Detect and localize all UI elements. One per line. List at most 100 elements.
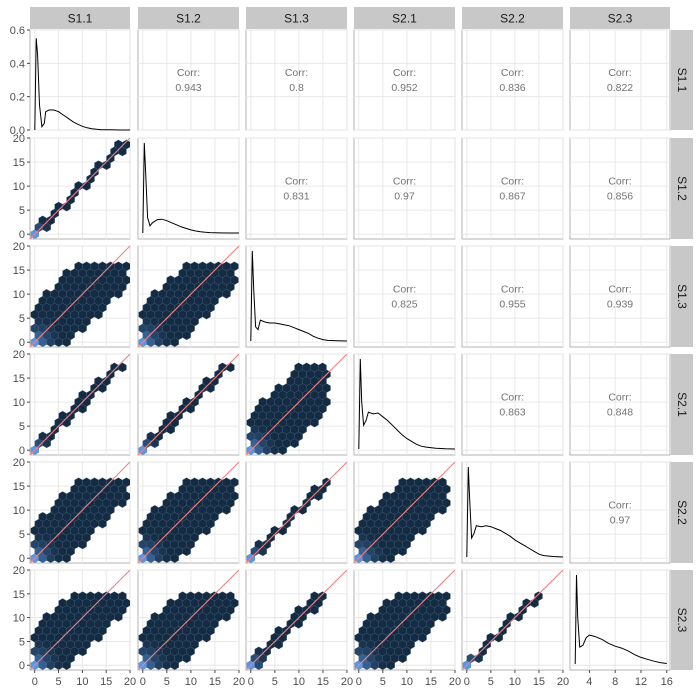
correlation-panel: Corr: 0.848 [570, 353, 670, 455]
hexbin-cells [138, 591, 239, 670]
correlation-label: Corr: [608, 176, 631, 188]
correlation-value: 0.8 [289, 82, 304, 94]
identity-line [138, 246, 239, 347]
density-line [466, 466, 564, 558]
hexbin-cell [318, 362, 327, 373]
y-tick-label: 15 [13, 265, 25, 277]
hexbin-cell [122, 261, 130, 272]
density-panel [138, 137, 240, 239]
correlation-panel: Corr: 0.8 [246, 29, 348, 131]
row-strip [671, 462, 693, 563]
column-strip-label: S1.3 [284, 12, 309, 26]
y-tick-label: 0.4 [10, 58, 25, 70]
x-tick-label: 10 [509, 676, 521, 688]
identity-line [138, 570, 239, 670]
x-tick-label: 15 [317, 676, 329, 688]
x-tick-label: 0 [248, 676, 254, 688]
hexbin-cell [122, 477, 130, 488]
correlation-value: 0.939 [607, 299, 633, 311]
hexbin-panel [30, 461, 131, 563]
correlation-panel: Corr: 0.863 [462, 353, 564, 455]
x-tick-label: 0 [464, 676, 470, 688]
hexbin-cell [226, 591, 235, 601]
panel-background [569, 137, 671, 240]
identity-line [246, 570, 347, 670]
hexbin-cells [30, 261, 130, 347]
density-panel [30, 29, 131, 131]
y-tick-label: 20 [13, 457, 25, 469]
panel-background [29, 29, 131, 131]
hexbin-panel [30, 137, 131, 239]
column-strip-label: S1.1 [68, 12, 93, 26]
row-strip-label: S1.1 [675, 68, 689, 93]
y-tick-label: 10 [13, 181, 25, 193]
x-tick-label: 15 [425, 676, 437, 688]
panel-background [569, 353, 671, 456]
y-tick-label: 10 [13, 289, 25, 301]
identity-line [138, 462, 239, 563]
density-line [34, 38, 130, 131]
x-tick-label: 0 [140, 676, 146, 688]
density-line [250, 250, 348, 342]
panel-background [353, 353, 456, 456]
correlation-panel: Corr: 0.822 [570, 29, 670, 131]
y-tick-label: 15 [13, 481, 25, 493]
panel-background [461, 353, 564, 456]
x-tick-label: 0 [32, 676, 38, 688]
y-tick-label: 15 [13, 157, 25, 169]
correlation-label: Corr: [177, 67, 200, 79]
correlation-panel: Corr: 0.836 [462, 29, 564, 131]
hexbin-panel [246, 461, 348, 563]
identity-line [246, 462, 347, 563]
row-strip-label: S1.3 [675, 284, 689, 309]
correlation-label: Corr: [501, 284, 524, 296]
hexbin-cells [354, 477, 451, 563]
hexbin-cell [122, 139, 130, 150]
correlation-panel: Corr: 0.97 [570, 461, 670, 563]
hexbin-cell [438, 477, 447, 488]
x-tick-label: 5 [488, 676, 494, 688]
identity-line [138, 354, 239, 455]
row-strip-label: S2.2 [675, 500, 689, 525]
y-tick-label: 15 [13, 589, 25, 601]
correlation-value: 0.867 [499, 191, 525, 203]
hexbin-cells [138, 261, 239, 347]
correlation-value: 0.831 [283, 191, 309, 203]
y-tick-label: 10 [13, 397, 25, 409]
hexbin-panel [462, 569, 564, 670]
hexbin-cell [230, 477, 239, 488]
density-panel [246, 245, 348, 347]
correlation-value: 0.836 [499, 82, 525, 94]
density-panel [462, 461, 564, 563]
identity-line [30, 462, 130, 563]
x-tick-label: 5 [164, 676, 170, 688]
row-strip-label: S2.3 [675, 608, 689, 633]
y-tick-label: 0.6 [10, 25, 25, 37]
y-tick-label: 0 [19, 445, 25, 457]
x-tick-label: 5 [56, 676, 62, 688]
panel-background [461, 245, 564, 348]
hexbin-cells [30, 362, 127, 455]
hexbin-cell [118, 591, 127, 601]
hexbin-panel [138, 353, 240, 455]
row-strip [671, 138, 693, 239]
hexbin-cell [318, 591, 327, 601]
identity-line [30, 354, 130, 455]
x-tick-label: 15 [209, 676, 221, 688]
panel-background [569, 461, 671, 564]
y-tick-label: 20 [13, 349, 25, 361]
y-tick-label: 0 [19, 337, 25, 349]
x-tick-label: 20 [233, 676, 245, 688]
hexbin-panel [138, 461, 240, 563]
hexbin-panel [30, 353, 131, 455]
identity-line [354, 462, 455, 563]
identity-line [354, 570, 455, 670]
column-strip [30, 7, 130, 29]
y-tick-label: 0 [19, 229, 25, 241]
panel-background [461, 461, 564, 564]
x-tick-label: 20 [341, 676, 353, 688]
correlation-panel: Corr: 0.831 [246, 137, 348, 239]
x-tick-label: 10 [76, 676, 88, 688]
x-tick-label: 5 [380, 676, 386, 688]
